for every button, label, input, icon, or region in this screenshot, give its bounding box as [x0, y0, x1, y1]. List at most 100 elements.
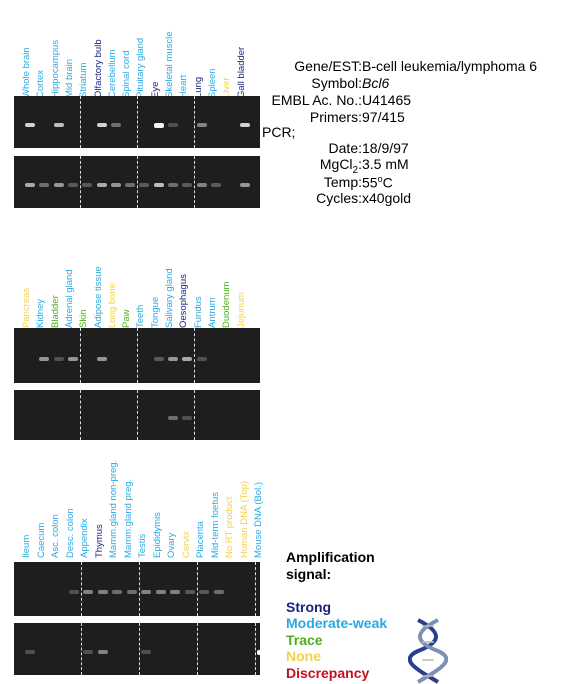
lane-group-divider	[80, 562, 82, 616]
date-label: Date:	[328, 140, 362, 156]
gel-image-top	[14, 562, 260, 616]
lane-label: Cervix	[180, 531, 192, 558]
gel-band	[182, 416, 193, 420]
gene-row: Gene/EST: B-cell leukemia/lymphoma 6	[0, 58, 568, 76]
lane-label: Testis	[137, 533, 148, 558]
gel-band	[96, 357, 107, 361]
cycles-row: Cycles: x40gold	[0, 190, 568, 208]
gel-band	[53, 357, 64, 361]
gel-band	[153, 183, 164, 187]
gel-band	[153, 123, 164, 128]
legend-strong: Strong	[286, 599, 332, 615]
gel-band	[168, 123, 178, 127]
date-value: 18/9/97	[362, 140, 409, 156]
mgcl-label: MgCl2:	[320, 156, 362, 176]
date-row: Date: 18/9/97	[0, 140, 568, 158]
gel-band	[53, 183, 64, 187]
lane-label: Duodenum	[221, 281, 233, 328]
embl-row: EMBL Ac. No.: U41465	[0, 92, 568, 110]
lane-group-divider	[138, 623, 140, 675]
gel-band	[110, 123, 121, 127]
gel-band	[210, 183, 221, 187]
gel-band	[141, 650, 151, 654]
mgcl-label-colon: :	[358, 156, 362, 172]
gel-image-bottom	[14, 156, 260, 208]
gel-band	[53, 123, 64, 127]
lane-group-divider	[80, 390, 82, 440]
gel-band	[141, 590, 151, 594]
symbol-row: Symbol: Bcl6	[0, 75, 568, 93]
lane-label: Salivary gland	[164, 268, 175, 328]
legend-title: Amplification signal:	[286, 549, 375, 583]
gel-band	[110, 183, 121, 187]
gel-image-top	[14, 328, 260, 383]
gel-band	[112, 590, 122, 594]
primers-label: Primers:	[309, 109, 362, 125]
temp-degree: o	[377, 174, 383, 184]
temp-unit: C	[382, 174, 393, 191]
gel-image-bottom	[14, 623, 267, 675]
lane-group-divider	[254, 562, 256, 616]
lane-label: Ovary	[166, 532, 177, 558]
lane-label: Asc. colon	[50, 514, 61, 558]
gel-band	[126, 590, 137, 594]
lane-group-divider	[137, 328, 139, 383]
lane-label: Long bone	[106, 283, 118, 328]
mgcl-label-text: MgCl	[319, 156, 353, 172]
legend-trace: Trace	[286, 632, 323, 648]
gel-band	[25, 650, 35, 654]
gel-band	[168, 416, 178, 420]
lane-group-divider	[80, 96, 82, 148]
lane-label: Human DNA (Top)	[238, 480, 250, 558]
lane-label: Adipose tissue	[92, 266, 104, 328]
gel-band	[97, 650, 108, 654]
gel-band	[96, 123, 107, 127]
gel-band	[155, 590, 166, 594]
lane-label: Caecum	[35, 522, 47, 558]
lane-label: Fundus	[192, 296, 204, 328]
gel-band	[213, 590, 224, 594]
primers-row: Primers: 97/415	[0, 109, 568, 127]
lane-group-divider	[194, 96, 196, 148]
lane-label: Jejunum	[235, 292, 247, 328]
gel-band	[239, 183, 250, 187]
gel-band	[199, 590, 209, 594]
gel-panel-3: Ileum Caecum Asc. colon Desc. colon Appendix…	[0, 460, 267, 684]
lane-group-divider	[196, 562, 198, 616]
gel-band	[67, 183, 78, 187]
gel-band	[125, 183, 136, 187]
gel-band	[25, 123, 35, 127]
lane-label: Bladder	[49, 295, 61, 328]
embl-label: EMBL Ac. No.:	[271, 92, 362, 108]
lane-label: Placenta	[195, 521, 206, 558]
gel-band	[153, 357, 164, 361]
legend-none: None	[286, 648, 321, 664]
gel-band	[82, 183, 93, 187]
gel-band	[25, 183, 35, 187]
gel-band	[168, 357, 178, 361]
gene-value: B-cell leukemia/lymphoma 6	[362, 58, 538, 74]
gel-band	[196, 123, 207, 127]
gel-panel-1: Whole brain Cortex Hippocampus Mid brain Str…	[0, 8, 260, 212]
gel-band	[96, 183, 107, 187]
symbol-label: Symbol:	[311, 75, 362, 91]
embl-value: U41465	[362, 92, 412, 108]
gel-band	[170, 590, 180, 594]
lane-label: Teeth	[135, 304, 147, 328]
lane-group-divider	[80, 156, 82, 208]
gel-band	[196, 357, 207, 361]
lane-group-divider	[80, 328, 82, 383]
primers-value: 97/415	[362, 109, 405, 125]
gel-band	[39, 183, 50, 187]
lane-group-divider	[137, 156, 139, 208]
lane-group-divider	[254, 623, 256, 675]
gel-band	[97, 590, 108, 594]
gel-band	[83, 650, 93, 654]
gel-band	[68, 590, 79, 594]
gel-band	[182, 357, 193, 361]
lane-group-divider	[137, 96, 139, 148]
lane-label: Adrenal gland	[63, 269, 75, 328]
lane-label: Oesophagus	[178, 274, 190, 328]
mgcl-row: MgCl2: 3.5 mM	[0, 156, 568, 176]
gel-band	[67, 357, 78, 361]
